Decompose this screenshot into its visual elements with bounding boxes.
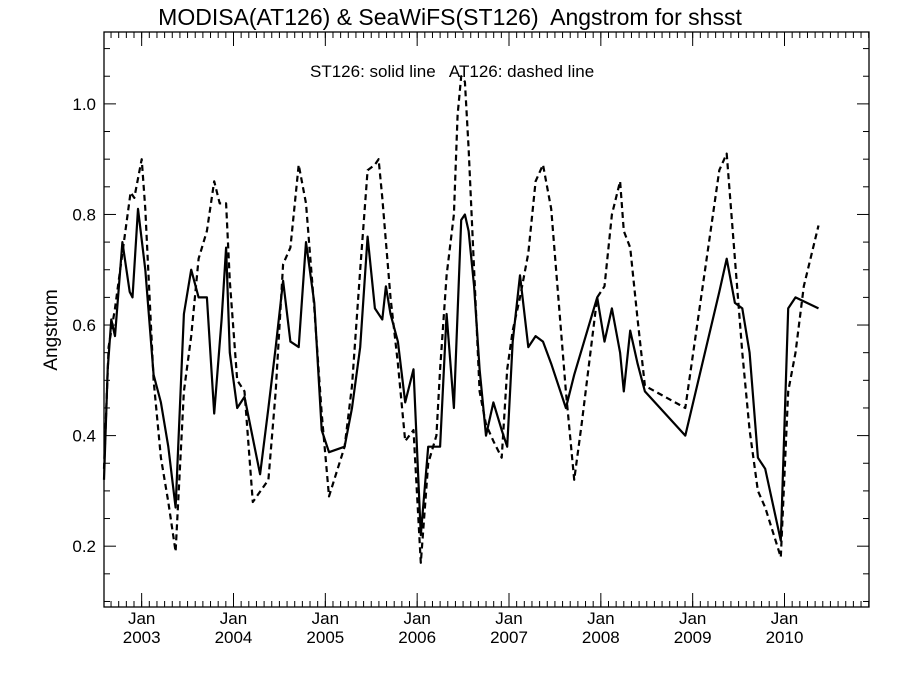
x-tick-month-label: Jan [587, 609, 614, 628]
x-tick-year-label: 2006 [398, 628, 436, 647]
y-tick-label: 0.8 [72, 205, 96, 224]
series-group [102, 75, 820, 564]
x-tick-year-label: 2009 [674, 628, 712, 647]
x-tick-year-label: 2005 [306, 628, 344, 647]
x-tick-year-label: 2008 [582, 628, 620, 647]
y-tick-label: 0.2 [72, 537, 96, 556]
y-tick-label: 1.0 [72, 95, 96, 114]
y-tick-label: 0.6 [72, 316, 96, 335]
x-tick-month-label: Jan [312, 609, 339, 628]
x-tick-month-label: Jan [220, 609, 247, 628]
y-tick-label: 0.4 [72, 427, 96, 446]
series-line-at126 [102, 75, 820, 564]
x-tick-month-label: Jan [771, 609, 798, 628]
chart-title: MODISA(AT126) & SeaWiFS(ST126) Angstrom … [158, 4, 742, 30]
x-tick-year-label: 2003 [123, 628, 161, 647]
y-axis-label: Angstrom [41, 289, 62, 371]
series-line-st126 [102, 207, 819, 542]
x-tick-year-label: 2004 [215, 628, 253, 647]
x-tick-month-label: Jan [403, 609, 430, 628]
x-tick-month-label: Jan [679, 609, 706, 628]
chart-annotation: ST126: solid line AT126: dashed line [310, 62, 595, 81]
x-tick-year-label: 2010 [766, 628, 804, 647]
x-tick-month-label: Jan [495, 609, 522, 628]
x-tick-month-label: Jan [128, 609, 155, 628]
tick-labels: 0.20.40.60.81.0Jan2003Jan2004Jan2005Jan2… [72, 95, 803, 647]
tick-marks [104, 32, 870, 607]
plot-frame [103, 31, 870, 608]
x-tick-year-label: 2007 [490, 628, 528, 647]
